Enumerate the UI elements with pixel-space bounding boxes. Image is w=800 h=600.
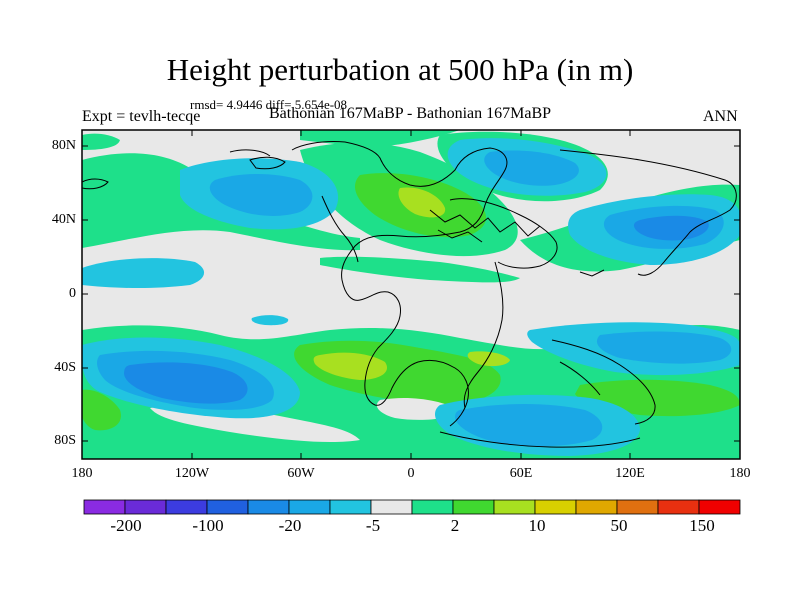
coastline [82,178,109,190]
plot-subtitle: Bathonian 167MaBP - Bathonian 167MaBP [268,105,552,122]
coastline [551,339,656,425]
contour-region [633,215,709,241]
colorbar-swatch [452,499,495,515]
season-label: ANN [703,108,738,125]
colorbar-swatch [411,499,454,515]
colorbar-swatch [288,499,331,515]
colorbar-label: 150 [689,516,715,535]
coastline [429,209,541,237]
coastline [291,141,508,427]
y-tick-label: 40S [54,360,76,375]
x-tick-label: 0 [407,466,415,481]
colorbar-label: -5 [365,516,381,535]
contour-region [484,150,579,186]
colorbar-swatch [370,499,413,515]
contour-field [82,130,740,459]
y-tick-label: 80N [51,138,76,153]
x-tick-label: 120E [615,466,645,481]
colorbar-label: -200 [110,516,142,535]
coastline [437,229,483,243]
contour-region [82,389,121,431]
contour-region [320,256,520,283]
continent-outlines [82,141,737,448]
colorbar-swatch [329,499,372,515]
coastline [559,149,737,276]
colorbar-swatch [616,499,659,515]
colorbar-swatch [575,499,618,515]
y-tick-label: 0 [69,286,76,301]
coastline [449,198,558,269]
y-ticks [82,145,740,442]
colorbar-swatch [657,499,700,515]
colorbar-label: 50 [610,516,628,535]
page-title: Height perturbation at 500 hPa (in m) [166,52,634,87]
x-tick-label: 60E [509,466,533,481]
colorbar-label: 2 [450,516,460,535]
colorbar-swatch [165,499,208,515]
x-ticks [81,130,741,459]
contour-region [82,133,120,150]
y-tick-label: 80S [54,433,76,448]
contour-region [467,351,510,367]
colorbar-label: 10 [528,516,546,535]
colorbar [83,499,741,515]
x-tick-label: 120W [174,466,210,481]
experiment-label: Expt = tevlh-tecqe [82,108,201,125]
coastline [249,156,286,170]
x-tick-label: 180 [729,466,751,481]
colorbar-swatch [83,499,126,515]
contour-region [596,331,732,364]
y-tick-label: 40N [51,212,76,227]
contour-region [398,187,446,218]
coastline [229,149,271,157]
colorbar-swatch [124,499,167,515]
contour-region [313,352,388,380]
coastline [439,431,641,448]
coastline [321,195,359,263]
contour-region [209,174,313,216]
colorbar-swatch [698,499,741,515]
contour-region [300,130,460,148]
rmsd-label: rmsd= 4.9446 diff= 5.654e-08 [190,97,348,112]
colorbar-label: -100 [192,516,224,535]
colorbar-label: -20 [278,516,302,535]
colorbar-swatch [206,499,249,515]
contour-region [455,404,603,447]
x-tick-label: 60W [287,466,315,481]
coastline [463,261,504,409]
contour-region [82,258,205,289]
contour-region [251,315,289,326]
contour-region [124,362,248,404]
x-tick-label: 180 [71,466,93,481]
coastline [579,269,605,277]
colorbar-swatch [247,499,290,515]
coastline [559,361,601,396]
colorbar-swatch [493,499,536,515]
colorbar-swatch [534,499,577,515]
